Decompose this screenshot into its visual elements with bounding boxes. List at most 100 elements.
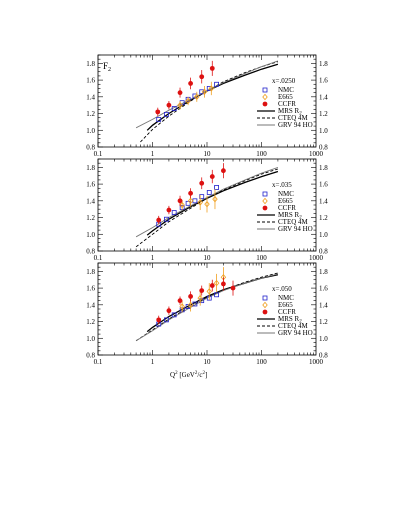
legend-swatch-ccfr [262, 101, 268, 107]
x-tick-label: 1 [151, 150, 155, 158]
x-tick-label: 1000 [309, 254, 324, 262]
legend-label: CCFR [278, 308, 296, 316]
y-tick-label-right: 1.2 [319, 110, 328, 118]
e665-point [179, 303, 185, 310]
y-tick-label-right: 1.6 [319, 285, 328, 293]
nmc-point [164, 216, 169, 222]
legend-swatch-ccfr [262, 205, 268, 211]
legend-label: CCFR [278, 204, 296, 212]
y-tick-label-right: 1.2 [319, 318, 328, 326]
legend-label: NMC [278, 86, 294, 94]
e665-point [201, 88, 208, 96]
nmc-point [171, 312, 177, 318]
y-tick-label-left: 0.8 [86, 248, 95, 256]
x-tick-label: 100 [256, 358, 267, 366]
y-tick-label-left: 1.8 [86, 60, 95, 68]
e665-point [206, 288, 212, 295]
curve-grv-94-ho [135, 60, 279, 129]
legend-swatch-nmc [262, 191, 268, 197]
x-tick-label: 10 [204, 254, 212, 262]
y-tick-label-right: 1.4 [319, 301, 328, 309]
y-tick-label-left: 1.0 [86, 127, 95, 135]
legend-label: GRV 94 HO [278, 225, 313, 233]
ccfr-point [199, 74, 205, 80]
ccfr-point [177, 298, 183, 304]
ccfr-point [166, 102, 172, 108]
x-tick-label: 1 [151, 254, 155, 262]
y-tick-label-right: 1.0 [319, 231, 328, 239]
legend-label: MRS R2 [278, 211, 302, 221]
nmc-point [164, 317, 169, 323]
x-tick-label: 10 [204, 150, 212, 158]
legend-label: GRV 94 HO [278, 329, 313, 337]
y-tick-label-left: 1.4 [86, 197, 95, 205]
x-axis-title: Q2 [GeV2/c2] [170, 371, 207, 379]
y-tick-label-left: 1.6 [86, 285, 95, 293]
e665-point [185, 97, 191, 105]
y-tick-label-left: 1.6 [86, 77, 95, 85]
legend-swatch-nmc [262, 295, 268, 301]
ccfr-point [221, 281, 226, 287]
y-tick-label-right: 0.8 [319, 352, 328, 360]
nmc-point [206, 190, 212, 195]
y-tick-label-left: 1.0 [86, 335, 95, 343]
x-value-label: x=.050 [272, 285, 292, 293]
y-tick-label-right: 1.6 [319, 77, 328, 85]
y-tick-label-right: 0.8 [319, 144, 328, 152]
y-tick-label-left: 1.4 [86, 301, 95, 309]
y-tick-label-left: 1.2 [86, 110, 95, 118]
e665-point [179, 201, 185, 209]
y-tick-label-left: 0.8 [86, 352, 95, 360]
panel-label-f2: F2 [103, 61, 111, 73]
y-tick-label-right: 1.0 [319, 335, 328, 343]
ccfr-point [221, 168, 226, 174]
nmc-point [156, 117, 162, 122]
y-tick-label-right: 1.8 [319, 60, 328, 68]
legend-label: CTEQ 4M [278, 218, 309, 226]
ccfr-point [166, 207, 172, 213]
legend-swatch-nmc [262, 87, 268, 93]
e665-point [197, 294, 203, 302]
e665-point [197, 199, 203, 206]
legend-label: GRV 94 HO [278, 121, 313, 129]
legend-label: CCFR [278, 100, 296, 108]
ccfr-point [156, 217, 162, 223]
x-tick-label: 0.1 [94, 150, 103, 158]
y-tick-label-right: 1.2 [319, 214, 328, 222]
e665-point [213, 279, 220, 287]
legend-label: CTEQ 4M [278, 114, 309, 122]
ccfr-point [166, 308, 172, 314]
y-tick-label-right: 1.6 [319, 181, 328, 189]
e665-point [208, 85, 215, 92]
legend-swatch-ccfr [262, 309, 268, 315]
x-tick-label: 0.1 [94, 358, 103, 366]
x-tick-label: 0.1 [94, 254, 103, 262]
legend-label: E665 [278, 301, 293, 309]
legend-swatch-e665 [262, 197, 268, 205]
curve-cteq-4m [135, 272, 279, 342]
nmc-point [214, 81, 219, 87]
x-value-label: x=.0250 [272, 77, 296, 85]
ccfr-point [177, 90, 183, 96]
legend-label: MRS R2 [278, 107, 302, 117]
legend-label: E665 [278, 93, 293, 101]
nmc-point [214, 185, 219, 190]
y-tick-label-right: 1.0 [319, 127, 328, 135]
ccfr-point [209, 65, 215, 71]
e665-point [204, 200, 210, 208]
nmc-point [192, 301, 198, 307]
ccfr-point [155, 109, 161, 115]
legend-label: MRS R2 [278, 315, 302, 325]
x-value-label: x=.035 [272, 181, 292, 189]
y-tick-label-right: 1.4 [319, 197, 328, 205]
e665-point [212, 195, 218, 203]
y-tick-label-left: 1.6 [86, 181, 95, 189]
ccfr-point [209, 283, 215, 288]
x-tick-label: 1000 [309, 150, 324, 158]
y-tick-label-left: 1.4 [86, 93, 95, 101]
ccfr-point [230, 285, 236, 291]
